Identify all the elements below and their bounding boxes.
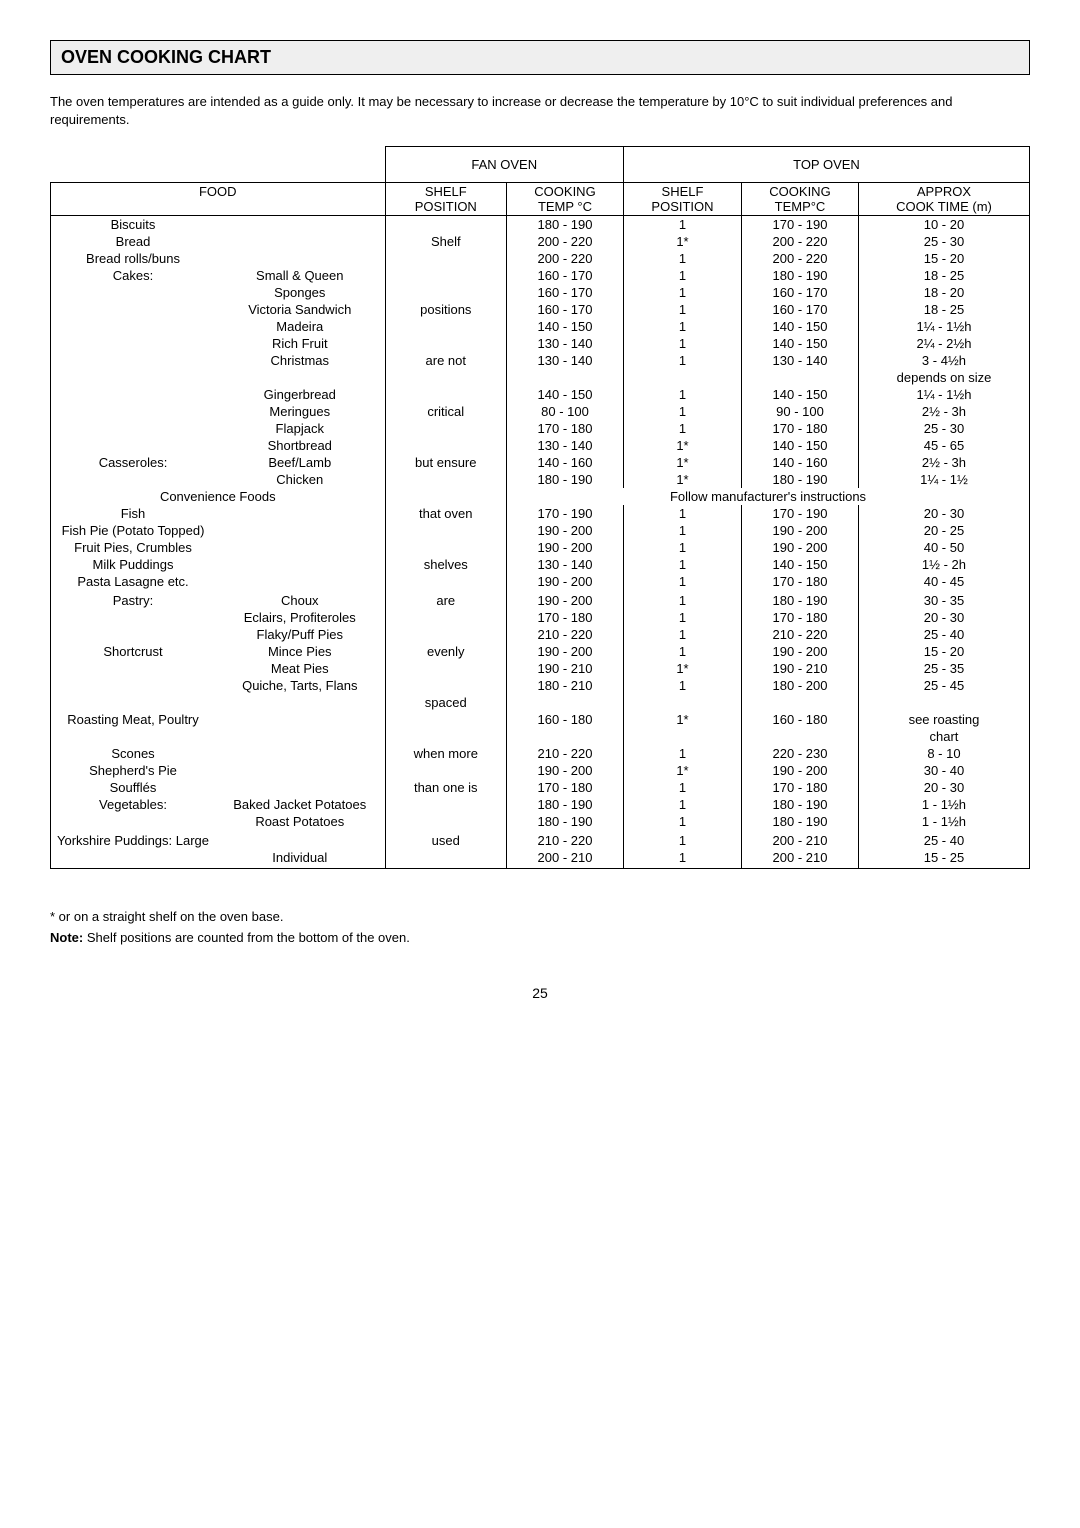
cooking-chart-table: FAN OVENTOP OVENFOODSHELFPOSITIONCOOKING… [50,146,1030,869]
intro-text: The oven temperatures are intended as a … [50,93,1030,128]
footnote-note: Note: Shelf positions are counted from t… [50,930,1030,945]
page-number: 25 [50,985,1030,1001]
page-title: OVEN COOKING CHART [50,40,1030,75]
footnote-asterisk: * or on a straight shelf on the oven bas… [50,909,1030,924]
footnotes: * or on a straight shelf on the oven bas… [50,909,1030,945]
